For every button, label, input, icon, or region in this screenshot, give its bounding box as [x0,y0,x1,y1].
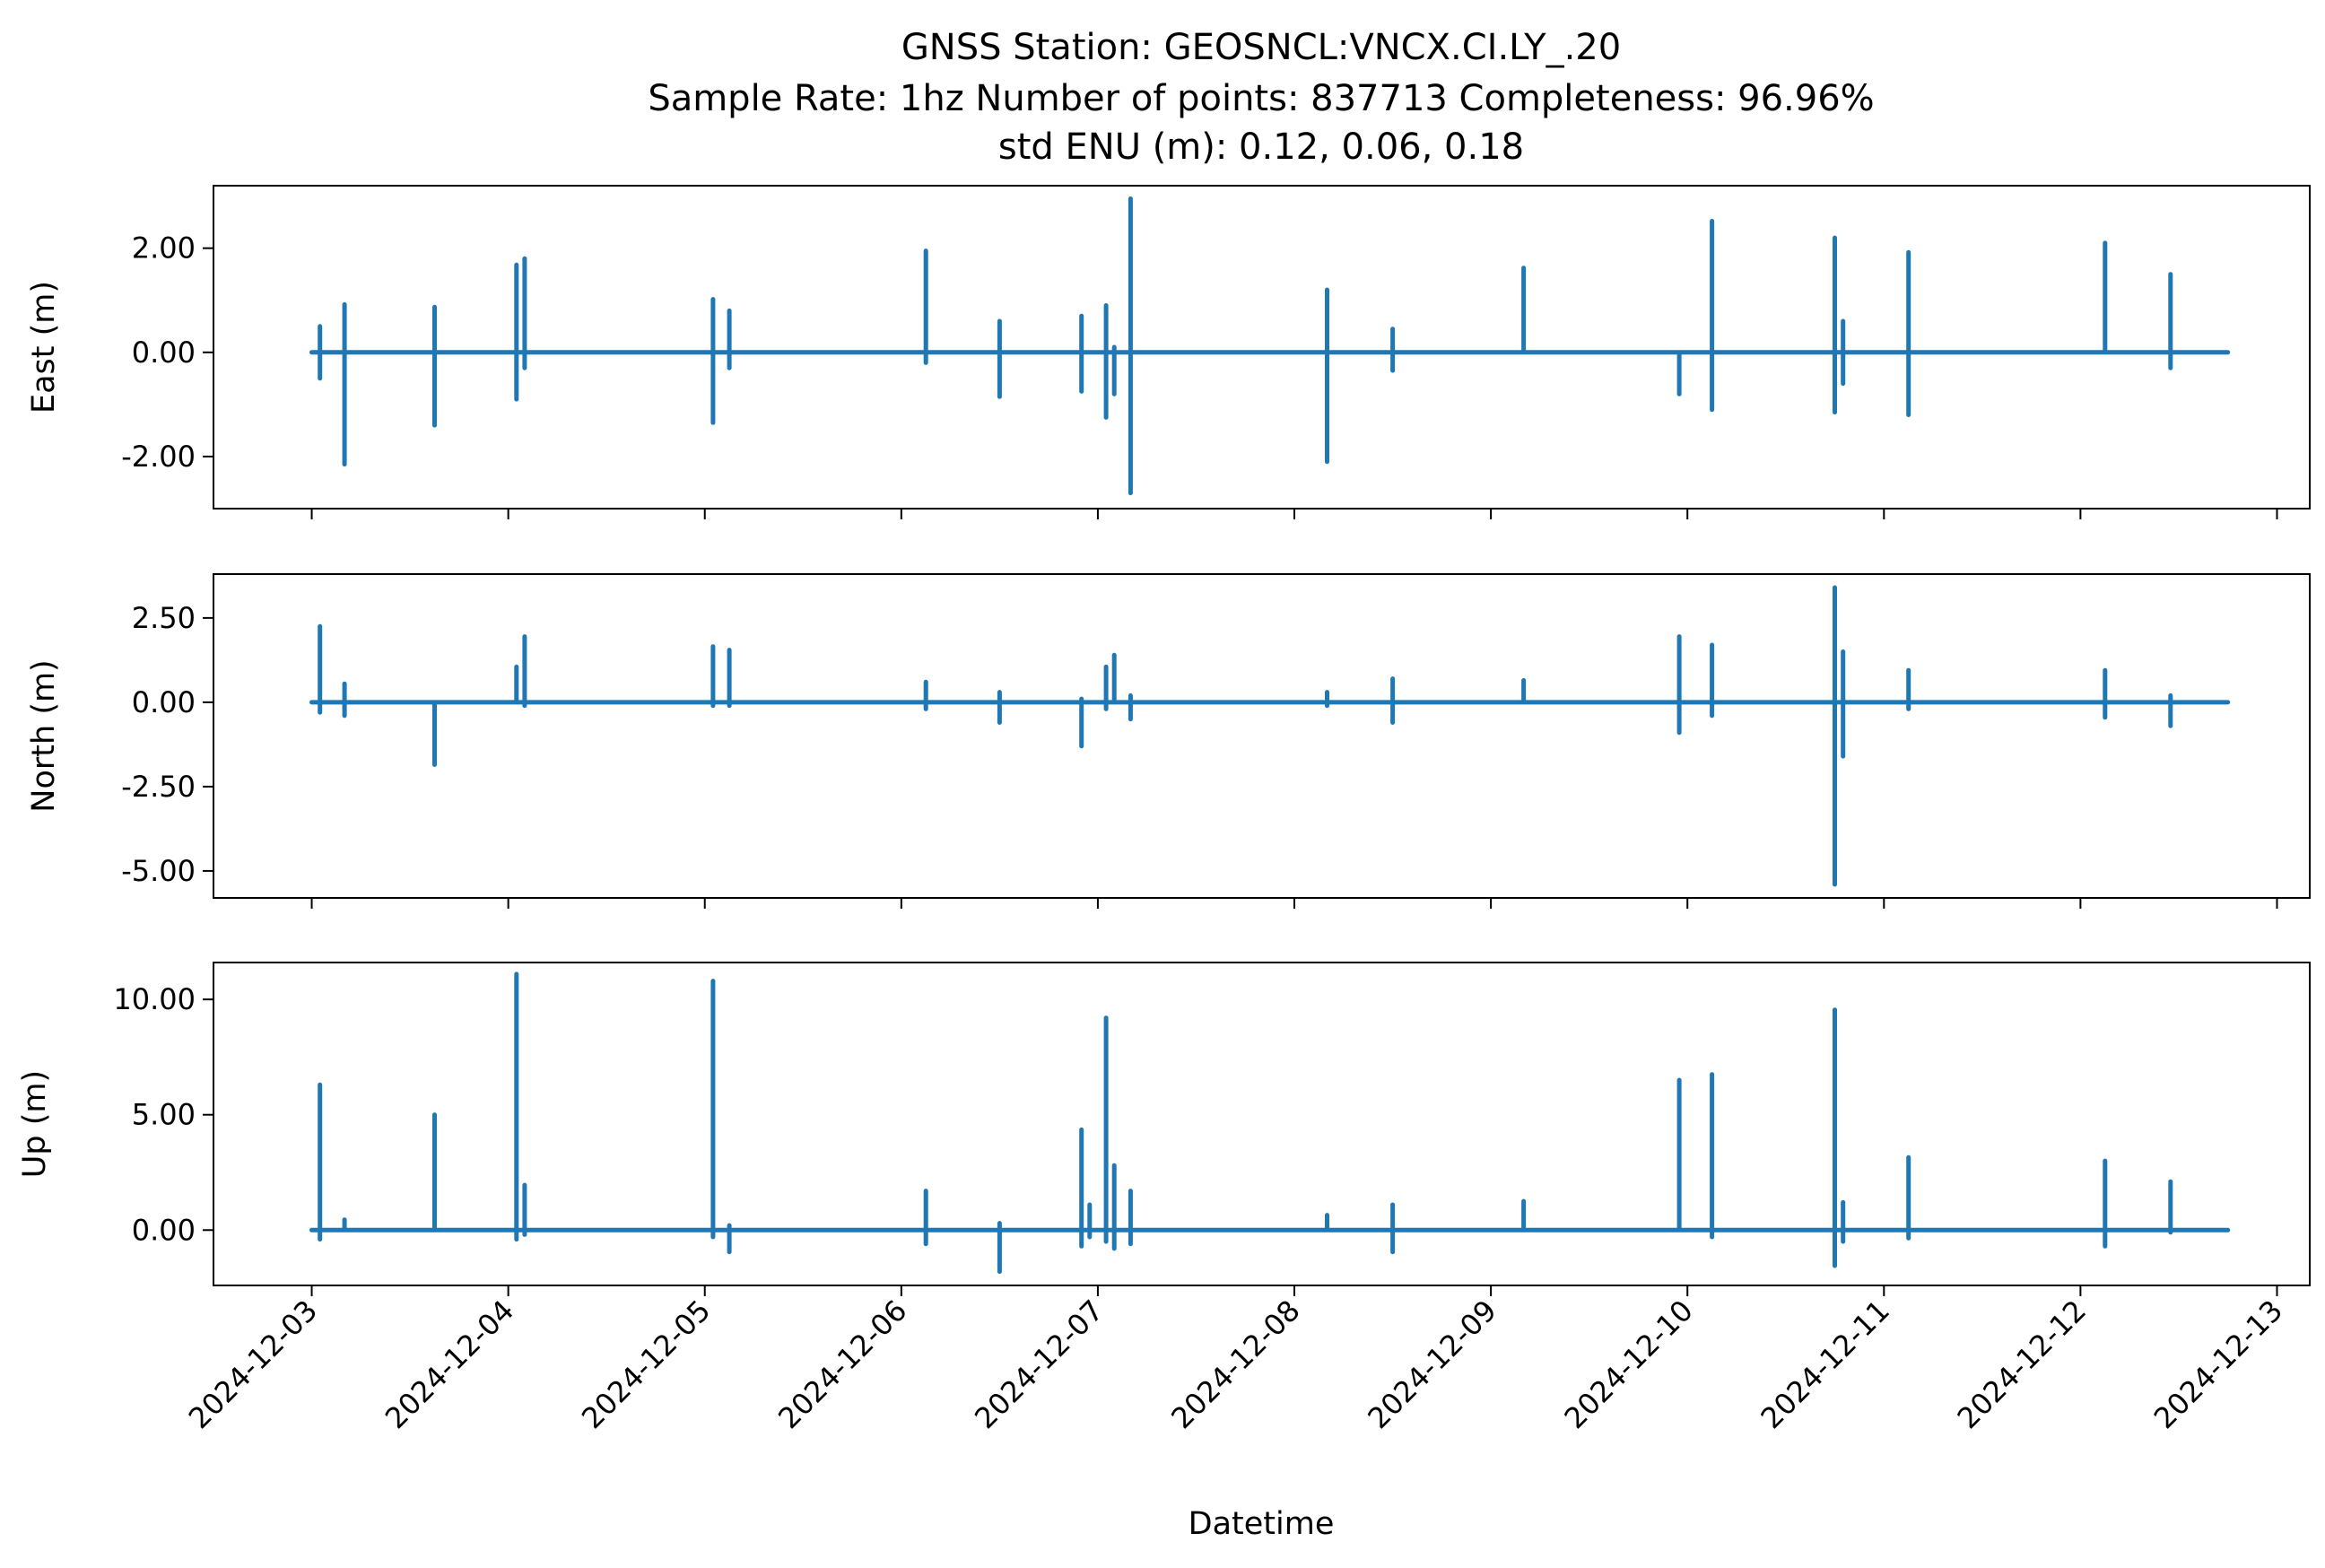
y-tick-label: 10.00 [113,982,196,1016]
title-line-sample-rate: Sample Rate: 1hz Number of points: 83771… [648,78,1874,119]
series-line-1 [309,196,2231,496]
y-axis-label: East (m) [26,281,62,414]
plot-frame [213,185,2311,510]
y-tick-label: 0.00 [132,1213,196,1247]
plot-frame [213,962,2311,1286]
y-tick-label: 2.50 [132,601,196,635]
x-tick-label: 2024-12-06 [771,1294,913,1435]
x-tick-label: 2024-12-07 [968,1294,1110,1435]
y-tick-label: 2.00 [132,231,196,266]
x-tick-label: 2024-12-05 [575,1294,717,1435]
y-tick-label: 0.00 [132,685,196,719]
y-tick-label: 0.00 [132,335,196,370]
y-tick-label: 5.00 [132,1098,196,1132]
panel-3: 10.00 5.00 0.00 Up (m) [17,962,2311,1296]
panels: 2.00 0.00 -2.00 East (m) 2.50 0.00 -2.50 -5.00 N… [17,185,2311,1296]
x-tick-label: 2024-12-09 [1361,1294,1502,1435]
x-tick-label: 2024-12-04 [379,1294,520,1435]
y-tick-label: -5.00 [121,854,196,888]
series-line-3 [309,971,2231,1275]
x-tick-label: 2024-12-13 [2147,1294,2289,1435]
x-tick-label: 2024-12-10 [1557,1294,1699,1435]
plot-frame [213,573,2311,899]
panel-2: 2.50 0.00 -2.50 -5.00 North (m) [26,573,2311,909]
x-axis: 2024-12-03 2024-12-04 2024-12-05 2024-12-06… [182,1294,2289,1435]
x-tick-label: 2024-12-03 [182,1294,324,1435]
x-tick-label: 2024-12-12 [1951,1294,2093,1435]
y-tick-label: -2.50 [121,770,196,804]
x-axis-label: Datetime [1189,1506,1335,1542]
y-axis-label: Up (m) [17,1070,53,1178]
y-tick-label: -2.00 [121,440,196,474]
x-tick-label: 2024-12-08 [1164,1294,1306,1435]
panel-1: 2.00 0.00 -2.00 East (m) [26,185,2311,519]
series-line-2 [309,585,2231,887]
y-axis-label: North (m) [26,659,62,812]
title-line-std-enu: std ENU (m): 0.12, 0.06, 0.18 [998,126,1524,168]
x-tick-label: 2024-12-11 [1755,1294,1896,1435]
title-line-station: GNSS Station: GEOSNCL:VNCX.CI.LY_.20 [901,27,1621,68]
chart-title: GNSS Station: GEOSNCL:VNCX.CI.LY_.20 Sam… [648,27,1874,168]
